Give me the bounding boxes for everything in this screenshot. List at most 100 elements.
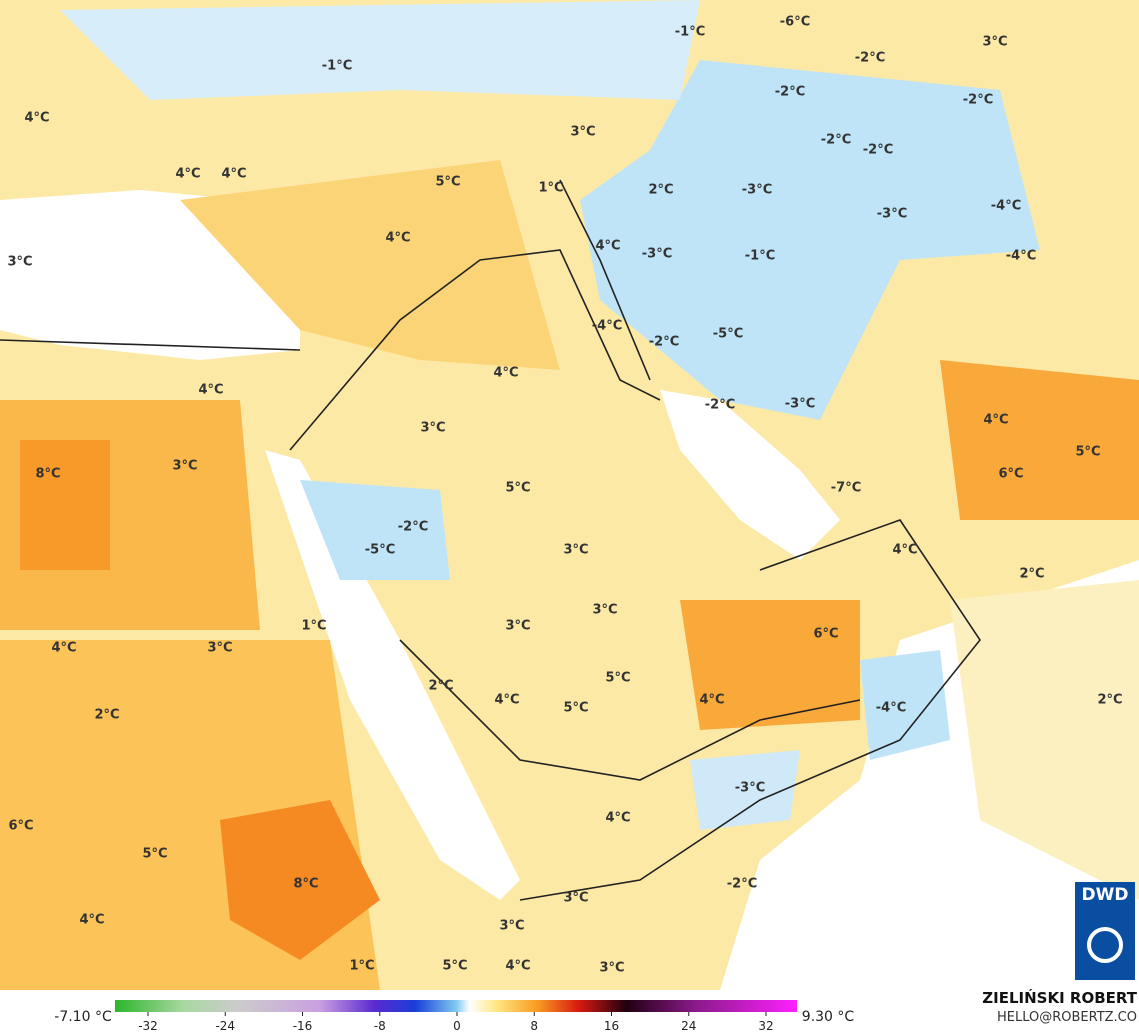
colorbar-tick-label: -24 [215, 1019, 235, 1033]
coast [0, 339, 301, 351]
temperature-label: 4°C [595, 239, 620, 254]
temperature-label: 5°C [563, 701, 588, 716]
temperature-label: 6°C [813, 627, 838, 642]
temperature-label: 3°C [599, 961, 624, 976]
temperature-label: 4°C [79, 913, 104, 928]
temperature-label: 3°C [420, 421, 445, 436]
map [0, 0, 1139, 990]
persian-gulf [660, 390, 840, 560]
temperature-label: -1°C [745, 249, 775, 264]
min-label: -7.10 °C [54, 1009, 112, 1025]
temperature-label: 8°C [35, 467, 60, 482]
temperature-label: -2°C [775, 85, 805, 100]
temperature-label: -4°C [991, 199, 1021, 214]
temperature-label: -2°C [963, 93, 993, 108]
temperature-label: -6°C [780, 15, 810, 30]
temperature-label: -2°C [649, 335, 679, 350]
temperature-label: 2°C [1097, 693, 1122, 708]
credit-name: ZIELIŃSKI ROBERT [982, 988, 1137, 1007]
temperature-label: 4°C [892, 543, 917, 558]
temperature-label: -3°C [742, 183, 772, 198]
colorbar-tick-label: 8 [530, 1019, 538, 1033]
border [559, 179, 651, 381]
credit-email: HELLO@ROBERTZ.CO [997, 1010, 1137, 1025]
temperature-label: 3°C [592, 603, 617, 618]
temperature-label: 1°C [349, 959, 374, 974]
temperature-label: -3°C [877, 207, 907, 222]
temperature-label: 4°C [494, 693, 519, 708]
temperature-label: -4°C [592, 319, 622, 334]
temperature-label: -4°C [1006, 249, 1036, 264]
temperature-label: 3°C [7, 255, 32, 270]
colorbar-tick-label: 32 [758, 1019, 773, 1033]
colorbar-ticks: -32 -24 -16 -8 0 8 16 24 32 [138, 1012, 774, 1033]
temperature-label: -1°C [675, 25, 705, 40]
temperature-label: -3°C [785, 397, 815, 412]
border [289, 249, 661, 451]
temperature-label: 1°C [538, 181, 563, 196]
colorbar-tick-label: 16 [604, 1019, 619, 1033]
temperature-label: -1°C [322, 59, 352, 74]
temperature-label: -4°C [876, 701, 906, 716]
temperature-label: 4°C [505, 959, 530, 974]
temperature-label: 3°C [499, 919, 524, 934]
temperature-label: 3°C [570, 125, 595, 140]
colorbar [115, 1000, 797, 1012]
cold-region-sea [690, 750, 800, 830]
temperature-label: 4°C [385, 231, 410, 246]
cold-region-hejaz [300, 480, 450, 580]
temperature-label: 3°C [982, 35, 1007, 50]
temperature-label: 4°C [493, 366, 518, 381]
temperature-label: 3°C [563, 543, 588, 558]
cold-region-turkey [60, 0, 700, 100]
temperature-label: 6°C [998, 467, 1023, 482]
colorbar-tick-label: -8 [374, 1019, 386, 1033]
temperature-label: 2°C [648, 183, 673, 198]
temperature-label: 3°C [563, 891, 588, 906]
temperature-label: -2°C [705, 398, 735, 413]
coast [519, 519, 981, 901]
temperature-label: -7°C [831, 481, 861, 496]
temperature-label: 3°C [505, 619, 530, 634]
temperature-label: 4°C [51, 641, 76, 656]
temperature-label: 4°C [699, 693, 724, 708]
temperature-label: -5°C [365, 543, 395, 558]
temperature-label: 5°C [442, 959, 467, 974]
temperature-label: -2°C [398, 520, 428, 535]
colorbar-tick-label: -16 [293, 1019, 313, 1033]
border [399, 639, 861, 781]
temperature-label: -2°C [855, 51, 885, 66]
temperature-label: 5°C [435, 175, 460, 190]
colorbar-tick-label: -32 [138, 1019, 158, 1033]
arabian-sea-warm [950, 580, 1139, 900]
temperature-label: 4°C [983, 413, 1008, 428]
temperature-label: -3°C [642, 247, 672, 262]
temperature-label: 4°C [221, 167, 246, 182]
temperature-label: 4°C [24, 111, 49, 126]
temperature-label: 8°C [293, 877, 318, 892]
warm-region-rubalkhali [680, 600, 860, 730]
cold-region-iran [580, 60, 1040, 420]
temperature-label: -3°C [735, 781, 765, 796]
warm-region-levant [180, 160, 560, 370]
temperature-label: 4°C [198, 383, 223, 398]
map-labels: -1°C -6°C -2°C 3°C -1°C -2°C -2°C 4°C 3°C -2°C -2°… [7, 15, 1122, 976]
temperature-label: 4°C [605, 811, 630, 826]
borders [0, 179, 981, 901]
temperature-label: 5°C [505, 481, 530, 496]
red-sea [265, 450, 520, 900]
colorbar-tick-label: 0 [453, 1019, 461, 1033]
hot-region-west [20, 440, 110, 570]
temperature-label: 1°C [301, 619, 326, 634]
temperature-label: 2°C [94, 708, 119, 723]
temperature-label: 3°C [207, 641, 232, 656]
temperature-label: 5°C [605, 671, 630, 686]
temperature-label: 4°C [175, 167, 200, 182]
temperature-label: -5°C [713, 327, 743, 342]
colorbar-tick-label: 24 [681, 1019, 696, 1033]
temperature-label: 3°C [172, 459, 197, 474]
temperature-label: -2°C [727, 877, 757, 892]
temperature-label: 2°C [1019, 567, 1044, 582]
temperature-label: 6°C [8, 819, 33, 834]
